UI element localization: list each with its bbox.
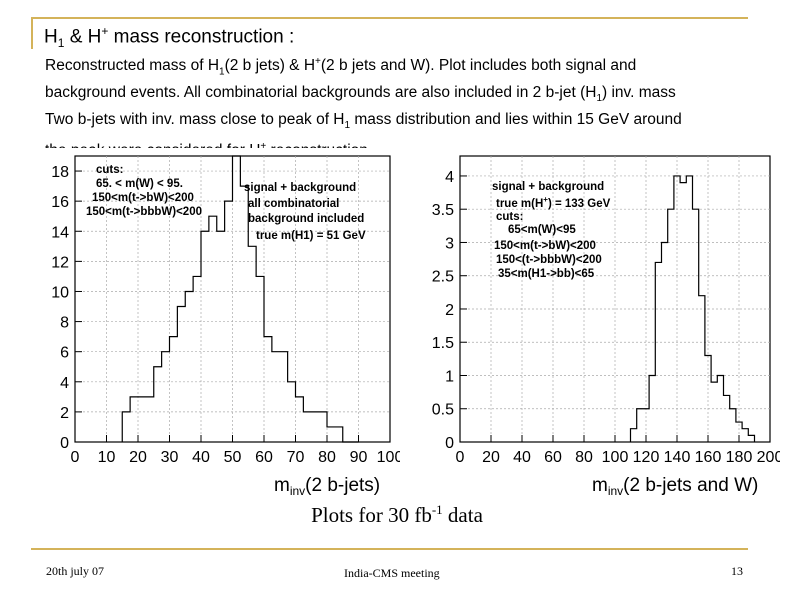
slide-description: Reconstructed mass of H1(2 b jets) & H+(…: [45, 56, 682, 160]
x-tick-label: 60: [255, 449, 273, 466]
x-tick-label: 140: [664, 449, 691, 466]
x-tick-label: 90: [350, 449, 368, 466]
y-tick-label: 2: [445, 302, 454, 319]
x-tick-label: 0: [456, 449, 465, 466]
y-tick-label: 0.5: [432, 402, 454, 419]
x-axis-label: minv(2 b-jets and W): [592, 475, 758, 496]
x-tick-label: 100: [377, 449, 400, 466]
cut-mh1: 35<m(H1->bb)<65: [498, 268, 595, 280]
info-signal-background: signal + background: [492, 181, 604, 193]
title-accent-line: [31, 17, 748, 19]
y-tick-label: 1.5: [432, 335, 454, 352]
cut-tbbbw: 150<(t->bbbW)<200: [496, 254, 602, 266]
info-true-mass: true m(H1) = 51 GeV: [256, 230, 366, 242]
x-axis-label: minv(2 b-jets): [274, 475, 380, 496]
x-tick-label: 30: [161, 449, 179, 466]
title-accent-bar: [31, 17, 33, 49]
y-tick-label: 16: [51, 194, 69, 211]
y-tick-label: 6: [60, 345, 69, 362]
y-tick-label: 8: [60, 315, 69, 332]
cuts-label: cuts:: [96, 164, 123, 176]
y-tick-label: 2.5: [432, 269, 454, 286]
y-tick-label: 0: [60, 435, 69, 452]
info-true-mass: true m(H+) = 133 GeV: [496, 195, 611, 210]
histogram-line: [629, 175, 756, 442]
x-tick-label: 80: [575, 449, 593, 466]
cuts-label: cuts:: [496, 211, 523, 223]
y-tick-label: 10: [51, 284, 69, 301]
cut-mw: 65. < m(W) < 95.: [96, 178, 183, 190]
info-all-combinatorial: all combinatorial: [248, 198, 339, 210]
x-tick-label: 0: [71, 449, 80, 466]
slide-title: H1 & H+ mass reconstruction :: [44, 24, 295, 51]
y-tick-label: 4: [445, 169, 454, 186]
x-tick-label: 20: [482, 449, 500, 466]
y-tick-label: 12: [51, 254, 69, 271]
y-tick-label: 0: [445, 435, 454, 452]
y-tick-label: 3: [445, 235, 454, 252]
cut-tbw: 150<m(t->bW)<200: [92, 192, 194, 204]
footer-date: 20th july 07: [46, 564, 105, 578]
x-tick-label: 20: [129, 449, 147, 466]
h1-mass-histogram: 0 2 4 6 8 10 12 14 16 18 0 10 20 30 40 50 60 70 80 90 100 c…: [38, 148, 400, 496]
x-tick-label: 200: [757, 449, 780, 466]
x-tick-label: 120: [633, 449, 660, 466]
y-tick-label: 1: [445, 368, 454, 385]
x-tick-label: 50: [224, 449, 242, 466]
cut-mw: 65<m(W)<95: [508, 224, 576, 236]
info-signal-background: signal + background: [244, 182, 356, 194]
footer-meeting: India-CMS meeting: [344, 566, 440, 580]
footer-divider: [31, 548, 748, 550]
plot-caption: Plots for 30 fb-1 data: [311, 502, 483, 527]
hplus-mass-histogram: 0 0.5 1 1.5 2 2.5 3 3.5 4 0 20 40 60 80 100 120 140 160 1…: [428, 148, 780, 496]
histogram-line: [121, 155, 359, 443]
y-tick-label: 4: [60, 375, 69, 392]
x-tick-label: 80: [318, 449, 336, 466]
y-tick-label: 18: [51, 164, 69, 181]
x-tick-label: 70: [287, 449, 305, 466]
x-tick-label: 40: [192, 449, 210, 466]
cut-tbw: 150<m(t->bW)<200: [494, 240, 596, 252]
cut-tbbbw: 150<m(t->bbbW)<200: [86, 206, 202, 218]
y-tick-label: 3.5: [432, 202, 454, 219]
x-tick-label: 60: [544, 449, 562, 466]
x-tick-label: 160: [695, 449, 722, 466]
x-tick-label: 10: [98, 449, 116, 466]
info-background-included: background included: [248, 213, 364, 225]
x-tick-label: 40: [513, 449, 531, 466]
x-tick-label: 180: [726, 449, 753, 466]
plot-frame: [74, 155, 391, 443]
y-tick-label: 14: [51, 224, 69, 241]
plot-frame: [459, 155, 771, 443]
footer-page-number: 13: [731, 564, 743, 578]
y-tick-label: 2: [60, 405, 69, 422]
x-tick-label: 100: [602, 449, 629, 466]
